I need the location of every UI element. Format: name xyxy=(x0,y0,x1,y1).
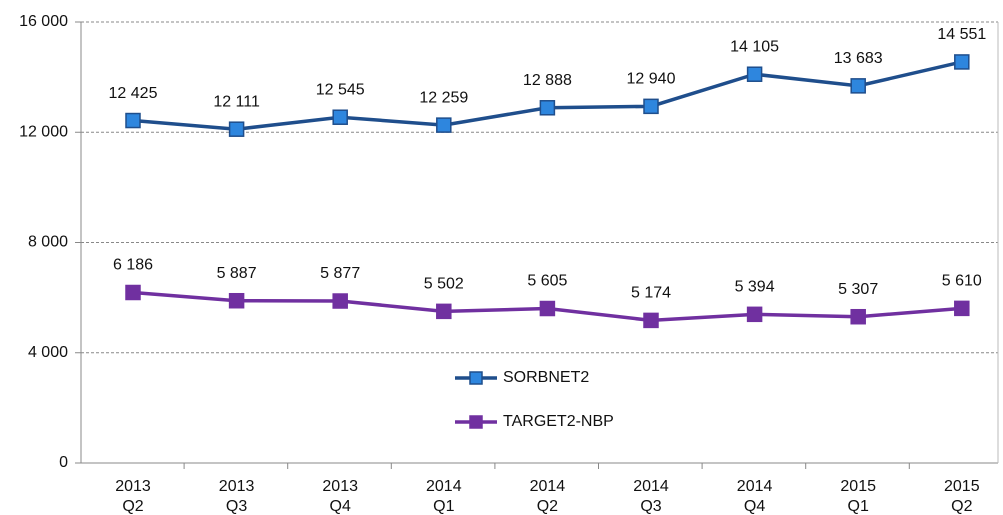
marker xyxy=(436,117,452,133)
x-tick-label: 2015 Q2 xyxy=(944,478,980,515)
data-label: 14 551 xyxy=(937,26,986,43)
data-label: 12 425 xyxy=(109,85,158,102)
marker xyxy=(332,293,348,309)
marker xyxy=(643,98,659,115)
x-tick-label: 2013 Q3 xyxy=(219,478,255,515)
y-tick-label: 8 000 xyxy=(28,234,68,251)
marker xyxy=(643,312,659,329)
marker xyxy=(539,100,556,116)
x-tick-label: 2013 Q2 xyxy=(115,478,151,515)
marker xyxy=(746,66,763,82)
y-tick-label: 12 000 xyxy=(19,123,68,140)
x-tick-label: 2014 Q4 xyxy=(737,478,773,515)
x-tick-label: 2013 Q4 xyxy=(322,478,358,515)
data-label: 5 307 xyxy=(838,281,878,298)
x-tick-label: 2015 Q1 xyxy=(840,478,876,515)
marker xyxy=(125,284,141,301)
y-tick-label: 0 xyxy=(59,454,68,471)
marker xyxy=(228,121,245,137)
x-tick-label: 2014 Q2 xyxy=(530,478,566,515)
data-label: 5 502 xyxy=(424,276,464,293)
data-label: 5 887 xyxy=(217,265,257,282)
marker xyxy=(954,54,970,70)
x-tick-label: 2014 Q1 xyxy=(426,478,462,515)
data-label: 12 259 xyxy=(419,89,468,106)
data-label: 13 683 xyxy=(834,50,883,67)
marker xyxy=(539,300,556,317)
x-tick-label: 2014 Q3 xyxy=(633,478,669,515)
y-tick-label: 16 000 xyxy=(19,13,68,30)
data-label: 5 877 xyxy=(320,265,360,282)
marker xyxy=(850,308,866,325)
legend-label: TARGET2-NBP xyxy=(503,413,614,430)
marker xyxy=(954,300,970,317)
legend-label: SORBNET2 xyxy=(503,369,589,386)
marker xyxy=(436,303,452,320)
data-label: 5 394 xyxy=(735,279,775,296)
y-tick-label: 4 000 xyxy=(28,344,68,361)
data-label: 5 610 xyxy=(942,273,982,290)
data-label: 12 111 xyxy=(213,93,260,110)
data-label: 12 545 xyxy=(316,81,365,98)
data-label: 5 174 xyxy=(631,285,671,302)
marker xyxy=(228,292,245,309)
data-label: 12 940 xyxy=(627,71,676,88)
data-label: 5 605 xyxy=(527,273,567,290)
data-label: 6 186 xyxy=(113,257,153,274)
marker xyxy=(332,109,348,125)
data-label: 12 888 xyxy=(523,72,572,89)
data-label: 14 105 xyxy=(730,38,779,55)
legend-marker xyxy=(469,415,483,429)
legend-marker xyxy=(469,371,483,385)
marker xyxy=(850,78,866,94)
marker xyxy=(125,112,141,129)
marker xyxy=(746,306,763,323)
